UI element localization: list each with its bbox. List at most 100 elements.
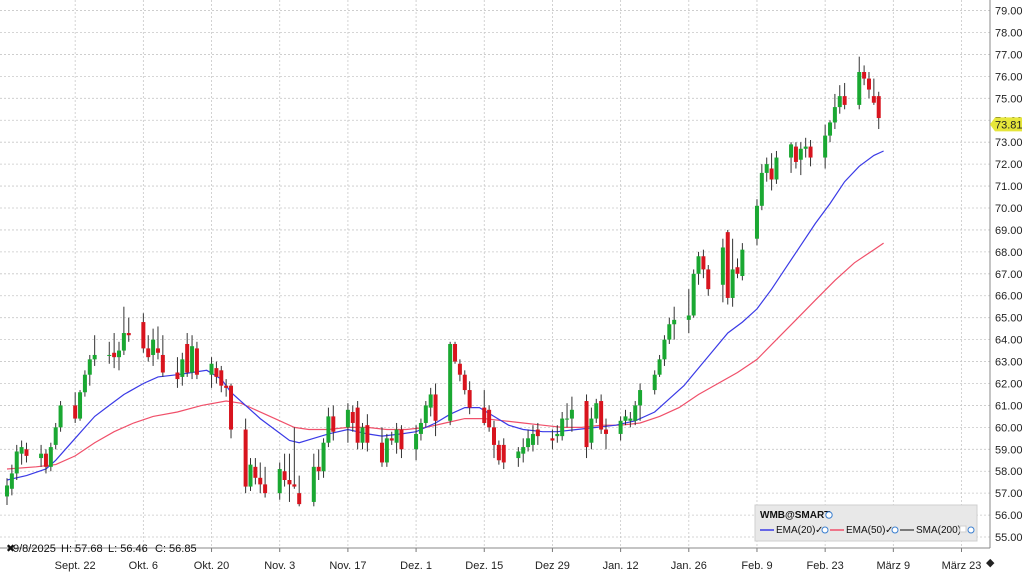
candle-body-up xyxy=(657,359,662,375)
y-tick-label: 78.00 xyxy=(995,28,1023,40)
candle-body-up xyxy=(798,148,803,160)
candle-body-up xyxy=(311,466,316,502)
candle-body-up xyxy=(277,469,282,494)
candle-body-down xyxy=(482,407,487,423)
candle-body-up xyxy=(516,451,521,459)
candle-body-down xyxy=(160,354,165,373)
candle-body-up xyxy=(190,346,195,373)
candle-body-down xyxy=(194,348,199,375)
candle-body-down xyxy=(175,372,180,380)
candle-body-up xyxy=(623,416,628,421)
candle-body-up xyxy=(14,451,19,474)
candle-body-up xyxy=(414,433,419,450)
sma200-legend-label: SMA(200) xyxy=(916,525,961,536)
y-tick-label: 67.00 xyxy=(995,269,1023,281)
y-tick-label: 77.00 xyxy=(995,49,1023,61)
candle-body-down xyxy=(871,96,876,103)
candle-body-up xyxy=(428,394,433,408)
candle-body-up xyxy=(526,438,531,448)
candle-body-up xyxy=(589,418,594,443)
candle-body-up xyxy=(594,403,599,419)
candle-body-up xyxy=(652,374,657,391)
time-axis[interactable]: Sept. 22 Okt. 6 Okt. 20 Nov. 3 Nov. 17 Dez. 1… xyxy=(0,547,990,572)
y-tick-label: 57.00 xyxy=(995,488,1023,500)
candle-body-down xyxy=(155,348,160,353)
y-tick-label: 61.00 xyxy=(995,400,1023,412)
candle-body-up xyxy=(662,339,667,360)
candle-body-up xyxy=(565,418,570,420)
candle-body-up xyxy=(418,422,423,434)
candle-body-down xyxy=(43,453,48,467)
candle-body-up xyxy=(828,122,833,136)
last-price-marker: 73.81 xyxy=(990,117,1023,132)
price-axis[interactable]: 55.00 56.00 57.00 58.00 59.00 60.00 61.00 62.00… xyxy=(989,0,1023,548)
candle-body-down xyxy=(282,471,287,480)
y-tick-label: 71.00 xyxy=(995,181,1023,193)
y-tick-label: 56.00 xyxy=(995,510,1023,522)
scroll-arrow-icon[interactable]: ◆ xyxy=(986,557,995,569)
x-tick-label: Dez. 15 xyxy=(465,560,503,572)
x-tick-label: März 9 xyxy=(877,560,911,572)
candle-body-up xyxy=(394,429,399,443)
symbol-info-icon[interactable] xyxy=(825,511,833,519)
crosshair-icon: ✖ xyxy=(6,543,15,555)
candle-body-up xyxy=(803,146,808,149)
candle-body-down xyxy=(501,444,506,463)
candle-body-down xyxy=(584,401,589,448)
candle-body-up xyxy=(117,350,122,358)
ema20-settings-icon[interactable] xyxy=(821,526,829,534)
y-tick-label: 55.00 xyxy=(995,532,1023,544)
sma200-checkbox[interactable] xyxy=(959,525,967,533)
candle-body-up xyxy=(423,405,428,423)
y-tick-label: 63.00 xyxy=(995,357,1023,369)
candle-body-down xyxy=(876,96,881,119)
y-tick-label: 65.00 xyxy=(995,313,1023,325)
crosshair-high: H: 57.68 xyxy=(61,543,103,555)
candle-body-up xyxy=(53,427,58,445)
ema50-settings-icon[interactable] xyxy=(891,526,899,534)
candle-body-up xyxy=(521,447,526,454)
candle-body-up xyxy=(326,416,331,443)
candle-body-up xyxy=(774,157,779,180)
candle-body-down xyxy=(735,267,740,274)
candle-body-up xyxy=(39,453,44,459)
candle-body-up xyxy=(82,374,87,393)
x-tick-label: Okt. 20 xyxy=(194,560,229,572)
candle-body-down xyxy=(462,374,467,391)
y-tick-label: 60.00 xyxy=(995,422,1023,434)
x-tick-label: Jan. 26 xyxy=(671,560,707,572)
candle-body-up xyxy=(248,464,253,487)
candle-body-down xyxy=(701,256,706,270)
ema50-legend-label: EMA(50) xyxy=(846,525,885,536)
candle-body-up xyxy=(48,447,53,467)
x-tick-label: Nov. 17 xyxy=(329,560,366,572)
candle-body-down xyxy=(297,493,302,505)
candle-body-up xyxy=(638,390,643,406)
candle-body-up xyxy=(180,359,185,377)
candle-body-down xyxy=(258,477,263,485)
candle-body-up xyxy=(633,405,638,421)
candle-body-up xyxy=(560,418,565,437)
candle-body-down xyxy=(146,348,151,358)
ema50-check-icon[interactable]: ✓ xyxy=(885,525,893,536)
candle-body-up xyxy=(857,72,862,105)
candle-body-up xyxy=(209,363,214,375)
candle-body-up xyxy=(823,135,828,158)
candle-body-down xyxy=(219,370,224,386)
x-tick-label: Nov. 3 xyxy=(264,560,295,572)
candle-body-up xyxy=(628,418,633,421)
x-tick-label: Feb. 9 xyxy=(741,560,772,572)
candle-body-down xyxy=(112,352,117,358)
candle-body-up xyxy=(360,427,365,443)
candle-body-down xyxy=(453,344,458,362)
candle-body-up xyxy=(667,324,672,340)
legend-panel[interactable]: WMB@SMART EMA(20) ✓ EMA(50) ✓ SMA(200) xyxy=(754,504,978,542)
ema20-check-icon[interactable]: ✓ xyxy=(815,525,823,536)
candle-body-down xyxy=(433,394,438,421)
candle-body-down xyxy=(599,401,604,430)
candle-body-down xyxy=(253,466,258,478)
sma200-settings-icon[interactable] xyxy=(967,526,975,534)
candle-body-up xyxy=(686,315,691,320)
